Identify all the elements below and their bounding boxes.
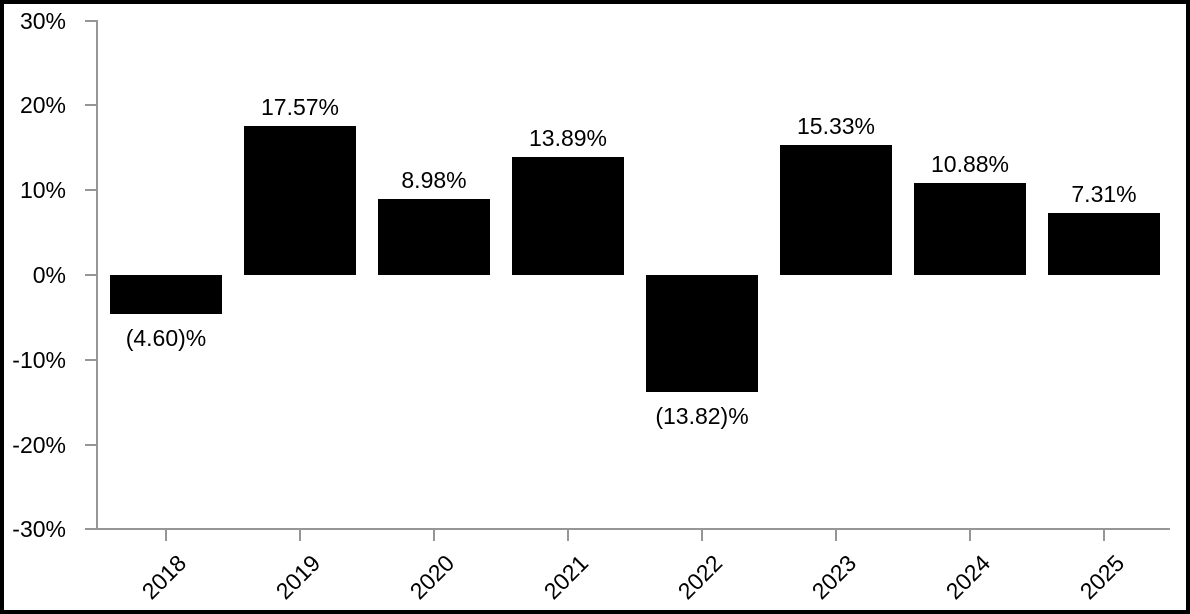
x-tick-label: 2024 <box>940 549 996 605</box>
bar-2025 <box>1048 212 1160 275</box>
y-tick-label: 30% <box>19 7 66 34</box>
x-tick <box>835 529 837 541</box>
bar-value-label: 17.57% <box>260 93 339 120</box>
y-tick <box>85 104 97 107</box>
bar-value-label: 7.31% <box>1071 180 1137 207</box>
bar-2021 <box>512 157 624 275</box>
x-tick-label: 2019 <box>270 549 326 605</box>
bar-2023 <box>780 144 892 275</box>
x-tick-label: 2018 <box>136 549 192 605</box>
x-axis-line <box>85 528 1170 530</box>
y-axis-line <box>96 20 98 530</box>
x-tick <box>969 529 971 541</box>
x-tick <box>701 529 703 541</box>
bar-2018 <box>110 275 222 315</box>
y-tick-label: 0% <box>32 262 66 288</box>
x-tick <box>433 529 435 541</box>
bar-2022 <box>646 275 758 393</box>
x-tick-label: 2022 <box>672 549 728 605</box>
y-tick-label: 20% <box>19 92 66 119</box>
x-tick-label: 2021 <box>538 549 594 605</box>
bar-2019 <box>244 125 356 275</box>
y-tick-label: -10% <box>12 346 66 373</box>
y-tick <box>85 274 97 276</box>
bar-2024 <box>914 182 1026 275</box>
y-tick <box>85 528 97 531</box>
y-tick-label: -20% <box>12 431 66 458</box>
x-tick <box>299 529 301 541</box>
y-tick <box>85 19 97 22</box>
x-tick-label: 2020 <box>404 549 460 605</box>
x-tick <box>1103 529 1105 541</box>
bar-value-label: 13.89% <box>528 125 607 152</box>
x-tick-label: 2023 <box>806 549 862 605</box>
y-tick-label: -30% <box>12 516 66 543</box>
x-tick <box>567 529 569 541</box>
y-tick <box>85 189 97 192</box>
y-tick <box>85 358 97 361</box>
x-tick-label: 2025 <box>1074 549 1130 605</box>
y-tick <box>85 443 97 446</box>
bar-value-label: 8.98% <box>401 166 467 193</box>
bar-2020 <box>378 198 490 275</box>
bar-value-label: (13.82)% <box>655 403 749 430</box>
bar-value-label: (4.60)% <box>125 325 207 352</box>
bar-value-label: 15.33% <box>796 112 875 139</box>
x-tick <box>165 529 167 541</box>
bar-value-label: 10.88% <box>930 150 1009 177</box>
y-tick-label: 10% <box>19 177 66 204</box>
